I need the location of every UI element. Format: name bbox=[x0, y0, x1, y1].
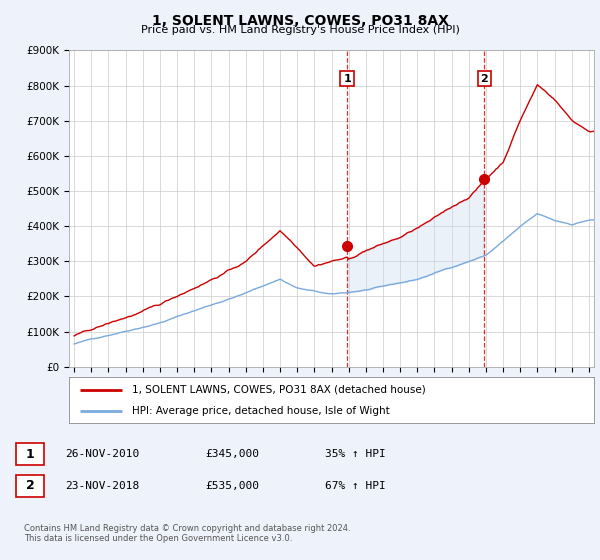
Text: 26-NOV-2010: 26-NOV-2010 bbox=[65, 449, 139, 459]
Bar bbox=[16, 443, 44, 465]
Text: 1: 1 bbox=[343, 73, 351, 83]
Text: 1, SOLENT LAWNS, COWES, PO31 8AX (detached house): 1, SOLENT LAWNS, COWES, PO31 8AX (detach… bbox=[132, 385, 426, 395]
Text: 1: 1 bbox=[26, 448, 34, 461]
Text: 2: 2 bbox=[26, 479, 34, 492]
Text: 2: 2 bbox=[481, 73, 488, 83]
Text: HPI: Average price, detached house, Isle of Wight: HPI: Average price, detached house, Isle… bbox=[132, 407, 390, 416]
Bar bbox=[16, 475, 44, 497]
Text: £535,000: £535,000 bbox=[205, 480, 259, 491]
Text: 67% ↑ HPI: 67% ↑ HPI bbox=[325, 480, 386, 491]
Text: 23-NOV-2018: 23-NOV-2018 bbox=[65, 480, 139, 491]
Text: 1, SOLENT LAWNS, COWES, PO31 8AX: 1, SOLENT LAWNS, COWES, PO31 8AX bbox=[152, 14, 448, 28]
Text: Price paid vs. HM Land Registry's House Price Index (HPI): Price paid vs. HM Land Registry's House … bbox=[140, 25, 460, 35]
Text: £345,000: £345,000 bbox=[205, 449, 259, 459]
Text: Contains HM Land Registry data © Crown copyright and database right 2024.
This d: Contains HM Land Registry data © Crown c… bbox=[24, 524, 350, 543]
Text: 35% ↑ HPI: 35% ↑ HPI bbox=[325, 449, 386, 459]
